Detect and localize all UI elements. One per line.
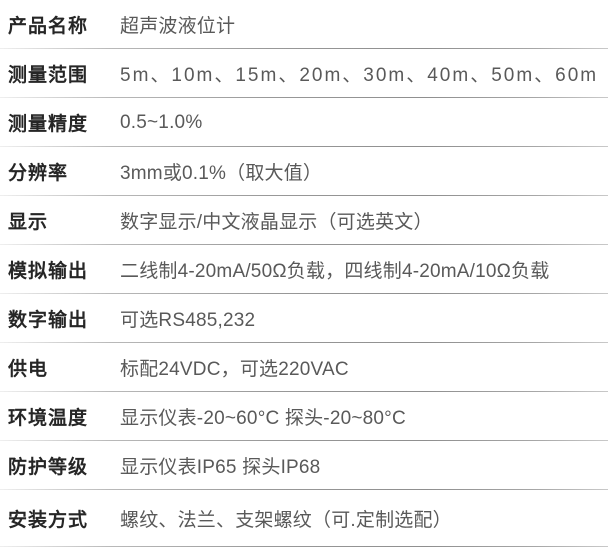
- spec-value: 显示仪表-20~60°C 探头-20~80°C: [120, 408, 406, 429]
- spec-label: 供电: [8, 359, 49, 380]
- spec-row-protection-rating: 防护等级 显示仪表IP65 探头IP68: [0, 441, 608, 490]
- spec-row-analog-output: 模拟输出 二线制4-20mA/50Ω负载，四线制4-20mA/10Ω负载: [0, 245, 608, 294]
- spec-value: 可选RS485,232: [120, 310, 256, 331]
- spec-value: 标配24VDC，可选220VAC: [120, 359, 349, 380]
- spec-row-power-supply: 供电 标配24VDC，可选220VAC: [0, 343, 608, 392]
- spec-row-display: 显示 数字显示/中文液晶显示（可选英文）: [0, 196, 608, 245]
- spec-label: 显示: [8, 212, 49, 233]
- spec-row-measuring-accuracy: 测量精度 0.5~1.0%: [0, 98, 608, 147]
- spec-value: 显示仪表IP65 探头IP68: [120, 457, 321, 478]
- spec-value: 3mm或0.1%（取大值）: [120, 163, 323, 184]
- spec-label: 安装方式: [8, 510, 89, 531]
- spec-row-product-name: 产品名称 超声波液位计: [0, 0, 608, 49]
- spec-label: 产品名称: [8, 16, 89, 37]
- spec-row-digital-output: 数字输出 可选RS485,232: [0, 294, 608, 343]
- spec-value: 5m、10m、15m、20m、30m、40m、50m、60m: [120, 65, 599, 86]
- spec-row-ambient-temperature: 环境温度 显示仪表-20~60°C 探头-20~80°C: [0, 392, 608, 441]
- spec-label: 防护等级: [8, 457, 89, 478]
- spec-value: 螺纹、法兰、支架螺纹（可.定制选配）: [120, 510, 452, 531]
- spec-row-measuring-range: 测量范围 5m、10m、15m、20m、30m、40m、50m、60m: [0, 49, 608, 98]
- spec-value: 数字显示/中文液晶显示（可选英文）: [120, 212, 433, 233]
- spec-label: 模拟输出: [8, 261, 89, 282]
- spec-label: 分辨率: [8, 163, 69, 184]
- spec-row-installation-method: 安装方式 螺纹、法兰、支架螺纹（可.定制选配）: [0, 490, 608, 547]
- spec-label: 测量范围: [8, 65, 89, 86]
- spec-value: 二线制4-20mA/50Ω负载，四线制4-20mA/10Ω负载: [120, 261, 550, 282]
- spec-label: 环境温度: [8, 408, 89, 429]
- spec-label: 测量精度: [8, 114, 89, 135]
- spec-value: 超声波液位计: [120, 16, 236, 37]
- spec-label: 数字输出: [8, 310, 89, 331]
- spec-value: 0.5~1.0%: [120, 111, 203, 133]
- spec-row-resolution: 分辨率 3mm或0.1%（取大值）: [0, 147, 608, 196]
